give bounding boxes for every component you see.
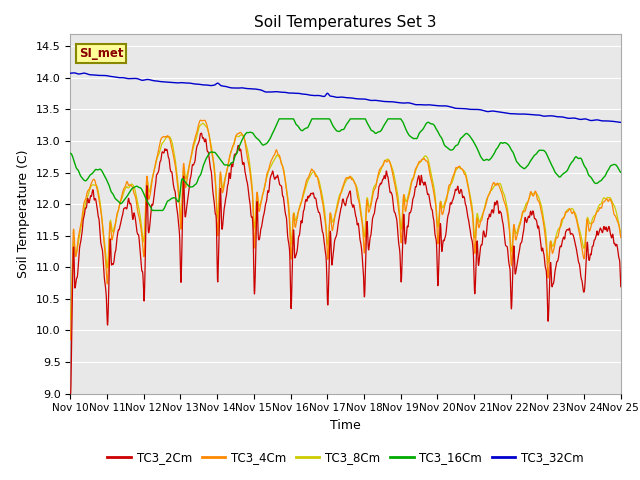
X-axis label: Time: Time — [330, 419, 361, 432]
Legend: TC3_2Cm, TC3_4Cm, TC3_8Cm, TC3_16Cm, TC3_32Cm: TC3_2Cm, TC3_4Cm, TC3_8Cm, TC3_16Cm, TC3… — [102, 446, 589, 469]
Y-axis label: Soil Temperature (C): Soil Temperature (C) — [17, 149, 30, 278]
Title: Soil Temperatures Set 3: Soil Temperatures Set 3 — [254, 15, 437, 30]
Text: SI_met: SI_met — [79, 47, 123, 60]
